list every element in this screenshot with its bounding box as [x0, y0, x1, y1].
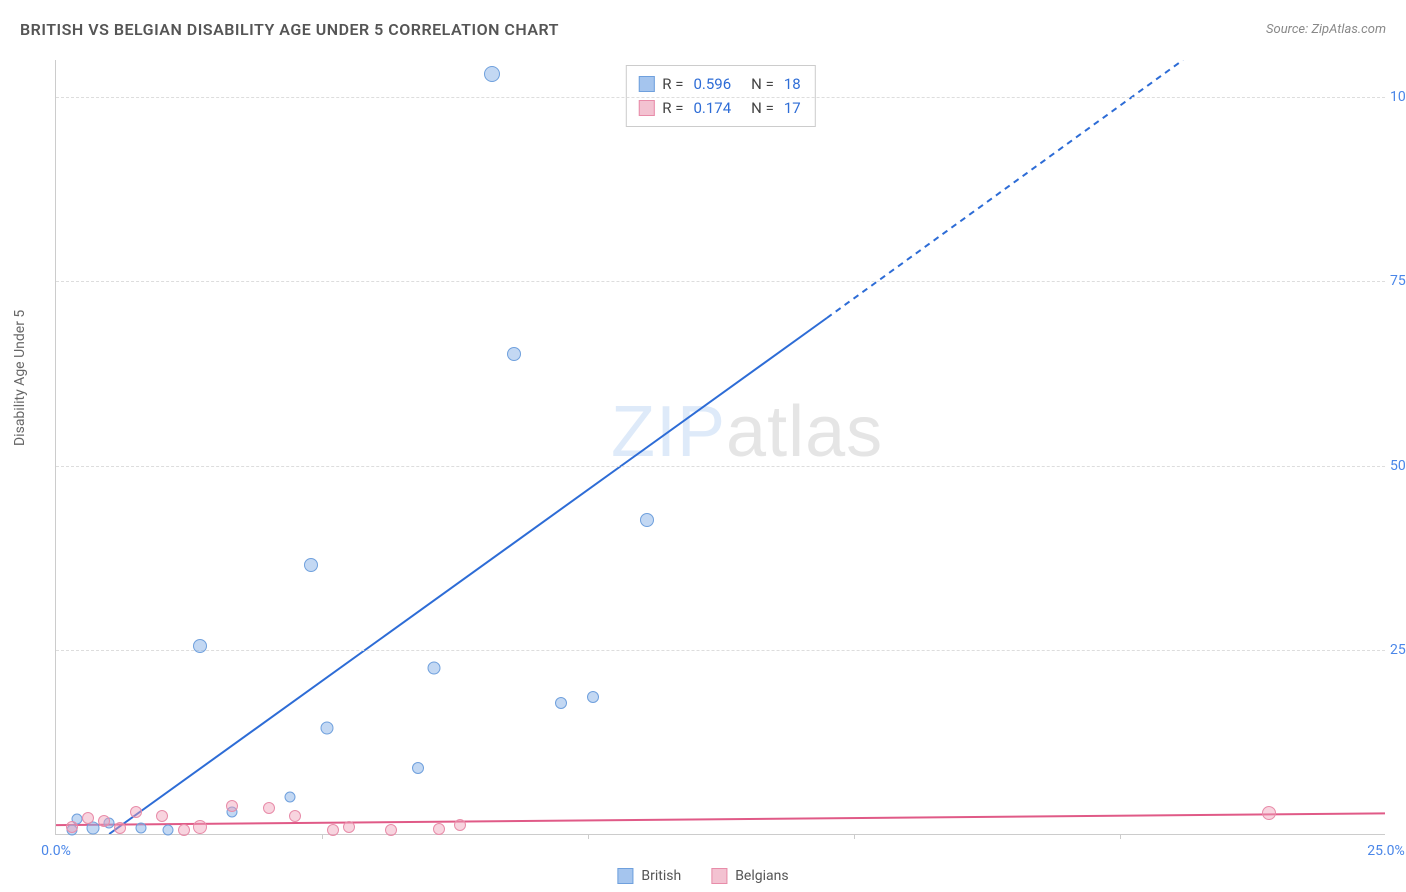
r-label: R =	[662, 72, 683, 96]
x-tick-mark	[322, 834, 323, 839]
legend-label: Belgians	[735, 868, 788, 884]
source-prefix: Source:	[1266, 22, 1311, 37]
data-point[interactable]	[1262, 806, 1276, 820]
chart-source: Source: ZipAtlas.com	[1266, 22, 1386, 37]
chart-header: BRITISH VS BELGIAN DISABILITY AGE UNDER …	[20, 20, 1386, 39]
r-value: 0.596	[693, 72, 731, 96]
data-point[interactable]	[98, 815, 110, 827]
watermark-atlas: atlas	[726, 392, 883, 472]
n-value: 18	[784, 72, 801, 96]
r-label: R =	[662, 96, 683, 120]
data-point[interactable]	[433, 823, 445, 835]
chart-title: BRITISH VS BELGIAN DISABILITY AGE UNDER …	[20, 20, 559, 39]
legend-swatch-british	[617, 868, 633, 884]
data-point[interactable]	[162, 824, 173, 835]
data-point[interactable]	[156, 810, 168, 822]
data-point[interactable]	[130, 806, 142, 818]
gridline	[56, 281, 1385, 282]
watermark: ZIPatlas	[611, 391, 883, 473]
data-point[interactable]	[321, 722, 334, 735]
legend-item-belgians: Belgians	[711, 868, 788, 884]
data-point[interactable]	[178, 824, 190, 836]
data-point[interactable]	[285, 792, 296, 803]
data-point[interactable]	[226, 800, 238, 812]
legend-series: British Belgians	[617, 868, 788, 884]
data-point[interactable]	[343, 821, 355, 833]
legend-swatch-british	[638, 76, 654, 92]
n-label: N =	[751, 96, 774, 120]
data-point[interactable]	[304, 558, 318, 572]
x-tick-mark	[854, 834, 855, 839]
data-point[interactable]	[193, 820, 207, 834]
n-value: 17	[784, 96, 801, 120]
data-point[interactable]	[289, 810, 301, 822]
data-point[interactable]	[82, 812, 94, 824]
x-tick-label: 0.0%	[41, 843, 71, 859]
legend-swatch-belgians	[638, 100, 654, 116]
data-point[interactable]	[385, 824, 397, 836]
source-name: ZipAtlas.com	[1311, 22, 1386, 37]
data-point[interactable]	[263, 802, 275, 814]
y-tick-label: 100.0%	[1390, 89, 1406, 105]
legend-row-belgians: R = 0.174 N = 17	[638, 96, 802, 120]
data-point[interactable]	[327, 824, 339, 836]
y-tick-label: 50.0%	[1390, 458, 1406, 474]
data-point[interactable]	[454, 819, 466, 831]
gridline	[56, 466, 1385, 467]
x-tick-mark	[588, 834, 589, 839]
data-point[interactable]	[555, 697, 567, 709]
data-point[interactable]	[66, 821, 78, 833]
r-value: 0.174	[693, 96, 731, 120]
y-tick-label: 75.0%	[1390, 273, 1406, 289]
x-tick-label: 25.0%	[1367, 843, 1405, 859]
data-point[interactable]	[640, 513, 654, 527]
data-point[interactable]	[136, 823, 147, 834]
data-point[interactable]	[193, 639, 207, 653]
watermark-zip: ZIP	[611, 392, 726, 472]
trend-lines	[56, 60, 1385, 834]
y-tick-label: 25.0%	[1390, 642, 1406, 658]
data-point[interactable]	[484, 66, 500, 82]
data-point[interactable]	[507, 347, 521, 361]
data-point[interactable]	[114, 822, 126, 834]
y-axis-label: Disability Age Under 5	[12, 310, 28, 446]
legend-label: British	[641, 868, 681, 884]
legend-swatch-belgians	[711, 868, 727, 884]
scatter-chart: ZIPatlas R = 0.596 N = 18 R = 0.174 N = …	[55, 60, 1385, 835]
gridline	[56, 97, 1385, 98]
legend-row-british: R = 0.596 N = 18	[638, 72, 802, 96]
n-label: N =	[751, 72, 774, 96]
data-point[interactable]	[412, 762, 424, 774]
legend-item-british: British	[617, 868, 681, 884]
gridline	[56, 650, 1385, 651]
x-tick-mark	[1120, 834, 1121, 839]
data-point[interactable]	[427, 661, 440, 674]
data-point[interactable]	[587, 691, 599, 703]
